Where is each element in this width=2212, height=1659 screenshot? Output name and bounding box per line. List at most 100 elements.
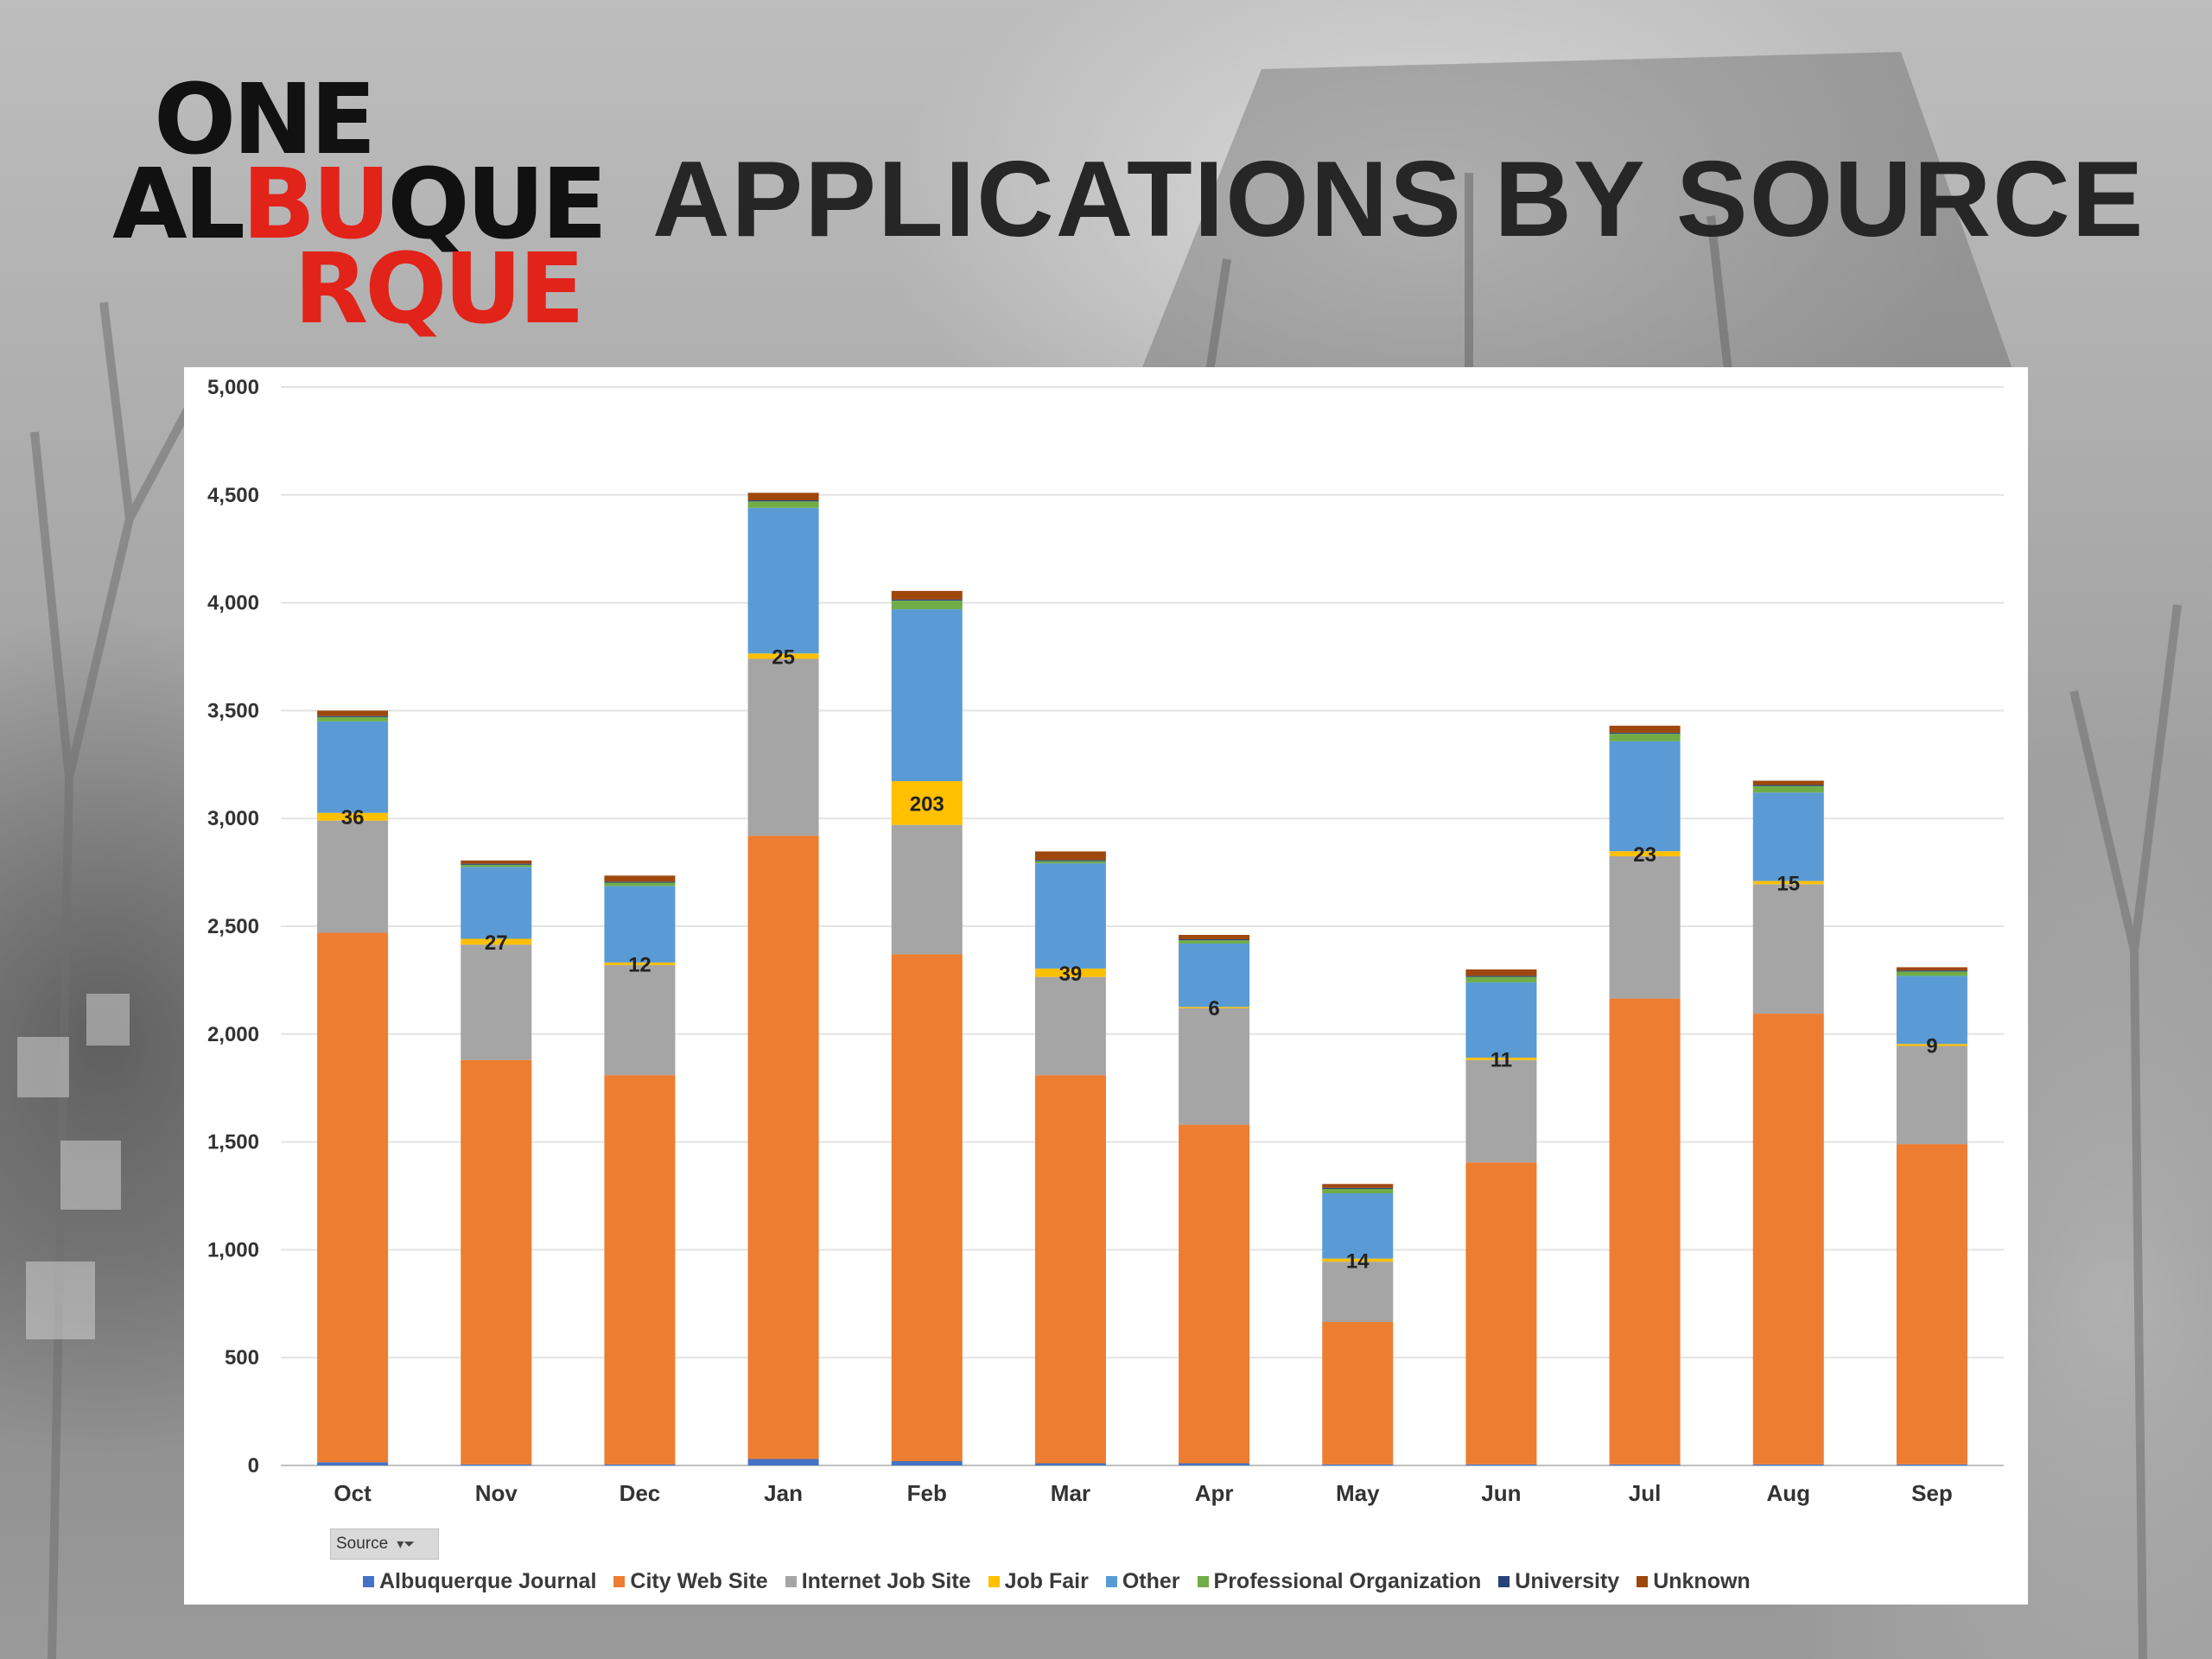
y-tick-label: 1,500 [207,1131,259,1154]
data-label: 6 [1208,997,1219,1020]
chart-panel: 0 500 1,000 1,500 2,000 2,500 3,000 3,500 4,000 4… [184,367,2028,1605]
bar-segment [1896,976,1967,1045]
bar-segment [1896,1046,1967,1145]
legend-label: Unknown [1653,1568,1751,1593]
bar-segment [317,1462,389,1465]
legend-label: Internet Job Site [801,1568,971,1593]
legend-item: Unknown [1637,1569,1751,1594]
bar-segment [891,954,963,1462]
bar-segment [1322,1322,1394,1465]
bar-segment [1609,998,1681,1465]
x-tick-label: Jan [764,1480,803,1506]
bar-segment [1465,1059,1537,1163]
logo-line-2: ALBUQUE [112,149,607,261]
bar-segment [1034,976,1106,1076]
y-tick-label: 500 [225,1346,259,1370]
bar-segment [1465,969,1537,976]
legend-label: Job Fair [1004,1568,1089,1593]
data-label: 36 [341,806,365,830]
legend-swatch [1197,1575,1209,1587]
bar-segment [461,1059,532,1465]
x-tick-label: Sep [1911,1480,1953,1506]
bar-segment [1896,1044,1967,1046]
chart-legend: Albuquerque Journal City Web Site Internet… [363,1564,1751,1599]
source-filter-label: Source [336,1535,389,1553]
logo-line-3: RQUE [294,233,585,346]
legend-label: University [1515,1568,1620,1593]
bar-segment [604,962,676,965]
x-tick-label: Aug [1766,1480,1810,1506]
legend-label: City Web Site [630,1568,768,1593]
bar-segment [891,599,963,601]
data-label: 11 [1491,1048,1512,1071]
bar-segment [1465,982,1537,1058]
bar-segment [1179,1007,1250,1125]
one-albuquerque-logo: ONE ALBUQUE RQUE [112,72,607,346]
bar-segment [1752,884,1824,1014]
bar-segment [1609,741,1681,852]
bar-segment [747,501,819,508]
bar-segment [1752,785,1824,786]
legend-label: Other [1122,1568,1180,1593]
bar-segment [747,653,819,659]
bar-segment [1609,732,1681,734]
legend-item: Albuquerque Journal [363,1569,596,1594]
legend-item: University [1498,1569,1619,1594]
y-tick-label: 5,000 [207,376,259,399]
legend-item: Professional Organization [1197,1569,1481,1594]
data-label: 23 [1633,843,1656,867]
bar-segment [461,864,532,868]
bar-segment [891,1461,963,1465]
bar-segment [1752,792,1824,881]
x-tick-label: Feb [907,1480,947,1506]
x-tick-label: May [1336,1480,1380,1506]
data-label: 12 [628,953,652,976]
bar-segment [1179,943,1250,1007]
legend-swatch [1498,1575,1510,1587]
bar-segment [1752,785,1824,793]
bar-segment [461,944,532,1060]
bar-segment [1896,967,1967,971]
bar-segment [1896,970,1967,972]
bar-segment [1179,940,1250,944]
bar-segment [747,658,819,836]
x-tick-label: Jun [1481,1480,1521,1506]
source-filter-button[interactable]: Source ▾⏷ [330,1529,439,1560]
bar-segment [317,716,389,721]
bar-segment [317,721,389,813]
bar-segment [1034,860,1106,861]
bar-segment [1322,1193,1394,1259]
bar-segment [1609,725,1681,733]
x-tick-label: Apr [1195,1480,1234,1506]
bar-segment [1322,1258,1394,1262]
bar-segment [1322,1262,1394,1323]
y-tick-label: 0 [248,1454,259,1478]
bar-segment [1179,1463,1250,1465]
bar-segment [317,812,389,821]
bar-segment [747,493,819,501]
legend-swatch [363,1575,374,1587]
legend-item: Other [1105,1568,1180,1594]
bar-segment [1179,938,1250,941]
bar-segment [1465,1058,1537,1060]
bar-segment [317,932,389,1463]
bar-segment [604,882,676,887]
bar-segment [1465,1162,1537,1465]
bar-segment [747,507,819,654]
bar-segment [747,500,819,502]
bar-segment [1752,1014,1824,1465]
bar-segment [891,601,963,610]
y-tick-label: 2,000 [207,1023,259,1046]
bar-segment [604,881,676,883]
bar-segment [461,863,532,865]
y-tick-label: 2,500 [207,915,259,938]
bar-segment [1896,1144,1967,1465]
data-label: 15 [1777,872,1800,895]
bar-segment [1034,861,1106,864]
x-tick-label: Nov [475,1480,518,1506]
legend-swatch [785,1575,797,1587]
legend-swatch [1105,1575,1117,1587]
bar-segment [461,938,532,945]
filter-dropdown-icon: ▾⏷ [397,1537,416,1552]
